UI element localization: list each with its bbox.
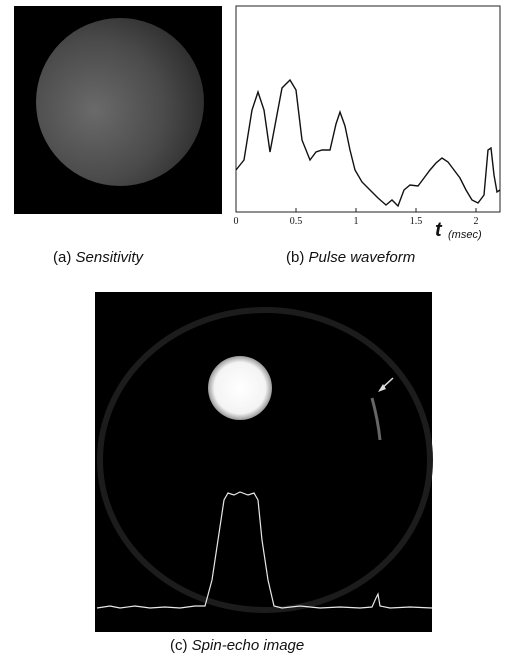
x-tick-label: 1.5	[410, 216, 423, 227]
x-tick-label: 0	[234, 216, 239, 227]
caption-label: (b)	[286, 249, 304, 266]
page: 0 0.5 1 1.5 2 t (msec) (a) Sensitivity (b) P…	[0, 0, 506, 658]
x-tick-label: 1	[354, 216, 359, 227]
caption-text: Spin-echo image	[192, 637, 305, 654]
x-tick-label: 2	[474, 216, 479, 227]
caption-a: (a) Sensitivity	[53, 249, 145, 266]
axis-unit: (msec)	[448, 229, 482, 241]
spin-echo-image	[95, 292, 432, 632]
caption-b: (b) Pulse waveform	[286, 249, 415, 266]
caption-label: (c)	[170, 637, 188, 654]
caption-label: (a)	[53, 249, 71, 266]
axis-label: t	[435, 219, 443, 241]
waveform-frame	[236, 6, 500, 212]
caption-text: Sensitivity	[76, 249, 145, 266]
x-tick-label: 0.5	[290, 216, 303, 227]
caption-text: Pulse waveform	[309, 249, 416, 266]
sensitivity-disc	[36, 18, 204, 186]
bright-disc	[208, 356, 272, 420]
figure: 0 0.5 1 1.5 2 t (msec) (a) Sensitivity (b) P…	[0, 0, 506, 658]
caption-c: (c) Spin-echo image	[170, 637, 304, 654]
